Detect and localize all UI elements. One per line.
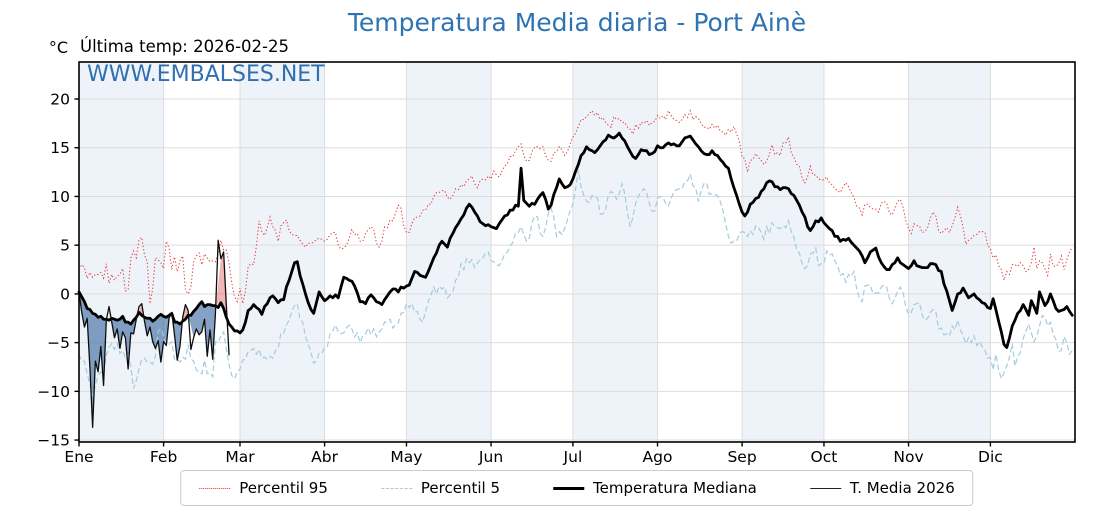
legend-swatch-blue-dashed xyxy=(380,487,412,489)
page-title: Temperatura Media diaria - Port Ainè xyxy=(347,8,807,37)
legend-label: T. Media 2026 xyxy=(849,479,955,497)
watermark-embalses-net: WWW.EMBALSES.NET xyxy=(87,62,325,87)
month-stripe xyxy=(239,62,325,442)
month-stripe xyxy=(572,62,658,442)
x-tick-label: Dic xyxy=(978,448,1003,466)
x-tick-label: Ene xyxy=(64,448,93,466)
fill-below-median xyxy=(79,291,107,428)
legend-label: Percentil 5 xyxy=(420,479,500,497)
x-tick-label: Sep xyxy=(727,448,756,466)
chart-legend: Percentil 95 Percentil 5 Temperatura Media… xyxy=(180,470,974,506)
month-stripe xyxy=(742,62,824,442)
x-tick-label: Jun xyxy=(478,448,503,466)
month-stripe xyxy=(406,62,492,442)
x-tick-label: Feb xyxy=(150,448,177,466)
legend-item-black-thin: T. Media 2026 xyxy=(809,479,955,497)
legend-label: Temperatura Mediana xyxy=(592,479,757,497)
fill-below-median xyxy=(171,314,183,361)
month-stripe xyxy=(908,62,991,442)
series-percentil-95 xyxy=(78,109,1073,304)
y-tick-label: 0 xyxy=(60,285,70,303)
y-axis-unit-label: °C xyxy=(48,38,68,57)
y-tick-label: −10 xyxy=(37,383,70,401)
x-tick-label: Abr xyxy=(311,448,338,466)
x-tick-label: Ago xyxy=(643,448,673,466)
y-tick-label: 10 xyxy=(50,188,70,206)
series-percentil-5 xyxy=(78,170,1073,397)
legend-item-black-thick: Temperatura Mediana xyxy=(552,479,757,497)
legend-swatch-red-dotted xyxy=(199,487,231,489)
y-tick-label: −5 xyxy=(47,334,70,352)
legend-label: Percentil 95 xyxy=(239,479,328,497)
last-temp-label: Última temp: 2026-02-25 xyxy=(80,37,290,56)
legend-item-red-dotted: Percentil 95 xyxy=(199,479,328,497)
x-tick-label: Mar xyxy=(225,448,255,466)
y-tick-label: −15 xyxy=(37,432,70,450)
y-tick-label: 15 xyxy=(50,139,70,157)
axes-box xyxy=(78,61,1076,443)
legend-item-blue-dashed: Percentil 5 xyxy=(380,479,500,497)
y-tick-label: 20 xyxy=(50,91,70,109)
x-tick-label: Jul xyxy=(563,448,583,466)
legend-swatch-black-thin xyxy=(809,487,841,489)
series-t-media-2026 xyxy=(78,239,230,429)
x-tick-label: May xyxy=(390,448,422,466)
legend-swatch-black-thick xyxy=(552,486,584,490)
series-temperatura-mediana xyxy=(77,131,1074,349)
x-tick-label: Nov xyxy=(893,448,923,466)
y-tick-label: 5 xyxy=(60,237,70,255)
x-tick-label: Oct xyxy=(811,448,838,466)
